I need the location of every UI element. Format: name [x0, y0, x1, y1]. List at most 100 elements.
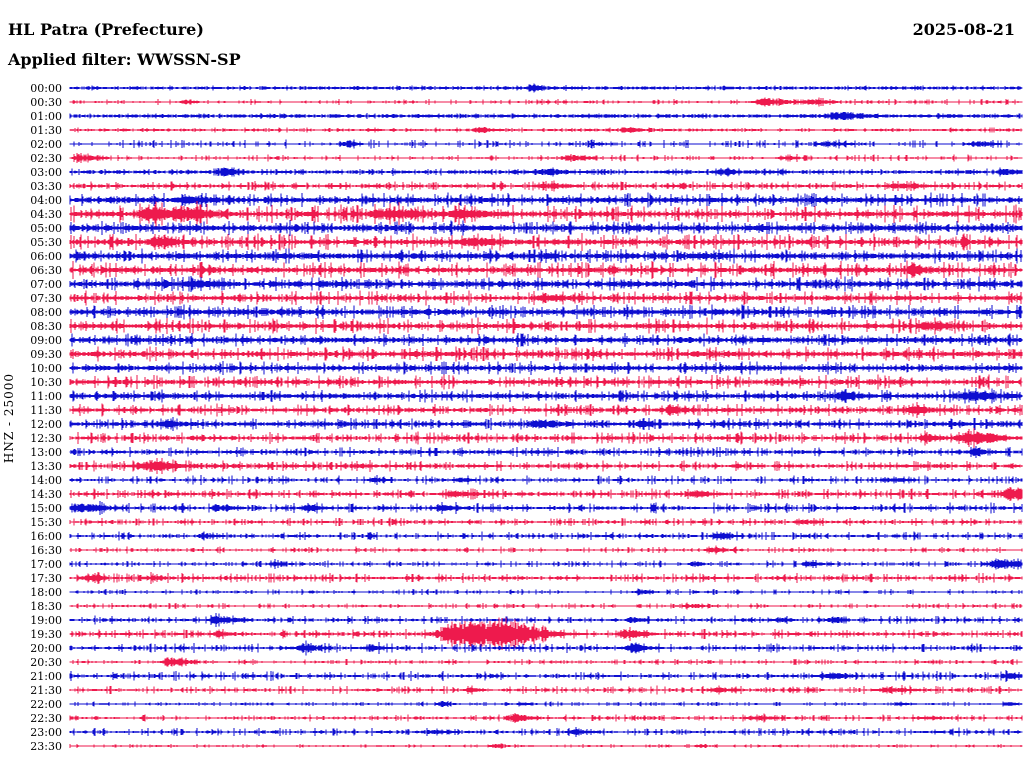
- trace-row-12:30: [69, 427, 1023, 449]
- trace-time-label: 04:30: [30, 208, 62, 221]
- trace-row-08:00: [69, 304, 1023, 320]
- trace-row-11:30: [69, 402, 1023, 418]
- trace-time-label: 15:30: [30, 516, 62, 529]
- trace-time-label: 10:00: [30, 362, 62, 375]
- trace-row-15:00: [69, 501, 1023, 515]
- trace-row-22:00: [69, 700, 1023, 708]
- trace-time-label: 23:30: [30, 740, 62, 753]
- trace-time-label: 23:00: [30, 726, 62, 739]
- trace-time-label: 13:00: [30, 446, 62, 459]
- trace-time-label: 05:00: [30, 222, 62, 235]
- trace-row-09:30: [69, 346, 1023, 362]
- trace-time-label: 01:00: [30, 110, 62, 123]
- trace-row-07:00: [69, 275, 1023, 293]
- trace-row-04:00: [69, 192, 1023, 208]
- trace-time-label: 06:00: [30, 250, 62, 263]
- trace-time-label: 18:30: [30, 600, 62, 613]
- trace-row-16:00: [69, 531, 1023, 541]
- trace-row-03:00: [69, 167, 1023, 177]
- trace-row-21:30: [69, 685, 1023, 695]
- trace-row-01:00: [69, 111, 1023, 121]
- trace-row-20:30: [69, 657, 1023, 667]
- trace-time-label: 08:30: [30, 320, 62, 333]
- trace-time-label: 11:30: [30, 404, 62, 417]
- trace-time-label: 17:30: [30, 572, 62, 585]
- trace-row-06:00: [69, 248, 1023, 264]
- trace-row-14:00: [69, 475, 1023, 485]
- trace-time-label: 17:00: [30, 558, 62, 571]
- trace-row-02:00: [69, 139, 1023, 149]
- trace-row-05:00: [69, 220, 1023, 236]
- trace-time-label: 19:30: [30, 628, 62, 641]
- trace-time-label: 22:30: [30, 712, 62, 725]
- trace-time-label: 00:00: [30, 82, 62, 95]
- trace-time-label: 14:00: [30, 474, 62, 487]
- trace-row-04:30: [69, 201, 1023, 227]
- trace-row-01:30: [69, 127, 1023, 133]
- trace-time-label: 20:30: [30, 656, 62, 669]
- trace-row-21:00: [69, 669, 1023, 683]
- trace-time-label: 19:00: [30, 614, 62, 627]
- trace-row-06:30: [69, 260, 1023, 280]
- trace-time-label: 14:30: [30, 488, 62, 501]
- trace-row-10:30: [69, 374, 1023, 390]
- trace-row-19:30: [69, 617, 1023, 651]
- trace-time-label: 08:00: [30, 306, 62, 319]
- trace-time-label: 15:00: [30, 502, 62, 515]
- filter-label: Applied filter: WWSSN-SP: [8, 50, 241, 69]
- trace-row-16:30: [69, 545, 1023, 555]
- trace-time-label: 01:30: [30, 124, 62, 137]
- trace-time-label: 12:00: [30, 418, 62, 431]
- trace-time-label: 02:30: [30, 152, 62, 165]
- trace-time-label: 12:30: [30, 432, 62, 445]
- trace-row-14:30: [69, 487, 1023, 501]
- trace-time-label: 13:30: [30, 460, 62, 473]
- trace-time-label: 03:00: [30, 166, 62, 179]
- trace-row-17:30: [69, 571, 1023, 585]
- trace-time-label: 09:30: [30, 348, 62, 361]
- trace-time-label: 07:30: [30, 292, 62, 305]
- trace-row-12:00: [69, 417, 1023, 431]
- trace-row-23:30: [69, 743, 1023, 749]
- trace-time-label: 00:30: [30, 96, 62, 109]
- trace-time-label: 06:30: [30, 264, 62, 277]
- trace-time-label: 18:00: [30, 586, 62, 599]
- trace-row-18:00: [69, 588, 1023, 596]
- trace-row-11:00: [69, 388, 1023, 404]
- trace-time-label: 22:00: [30, 698, 62, 711]
- record-date: 2025-08-21: [912, 20, 1015, 39]
- trace-row-22:30: [69, 713, 1023, 723]
- trace-row-13:30: [69, 458, 1023, 474]
- trace-row-19:00: [69, 612, 1023, 628]
- trace-row-23:00: [69, 727, 1023, 737]
- trace-row-07:30: [69, 290, 1023, 306]
- trace-row-09:00: [69, 333, 1023, 347]
- trace-row-08:30: [69, 317, 1023, 335]
- trace-time-label: 21:00: [30, 670, 62, 683]
- trace-time-label: 05:30: [30, 236, 62, 249]
- trace-time-label: 04:00: [30, 194, 62, 207]
- trace-row-13:00: [69, 445, 1023, 459]
- trace-row-18:30: [69, 602, 1023, 610]
- trace-time-label: 07:00: [30, 278, 62, 291]
- trace-time-label: 09:00: [30, 334, 62, 347]
- trace-time-label: 10:30: [30, 376, 62, 389]
- station-title: HL Patra (Prefecture): [8, 20, 204, 39]
- trace-row-02:30: [69, 153, 1023, 163]
- trace-row-10:00: [69, 361, 1023, 375]
- trace-row-05:30: [69, 232, 1023, 252]
- trace-time-label: 21:30: [30, 684, 62, 697]
- trace-row-00:30: [69, 97, 1023, 107]
- trace-row-20:00: [69, 640, 1023, 656]
- trace-row-15:30: [69, 517, 1023, 527]
- trace-row-00:00: [69, 83, 1023, 93]
- trace-time-label: 11:00: [30, 390, 62, 403]
- trace-time-label: 16:30: [30, 544, 62, 557]
- trace-time-label: 03:30: [30, 180, 62, 193]
- trace-time-label: 02:00: [30, 138, 62, 151]
- trace-row-03:30: [69, 180, 1023, 192]
- trace-time-label: 16:00: [30, 530, 62, 543]
- trace-row-17:00: [69, 558, 1023, 570]
